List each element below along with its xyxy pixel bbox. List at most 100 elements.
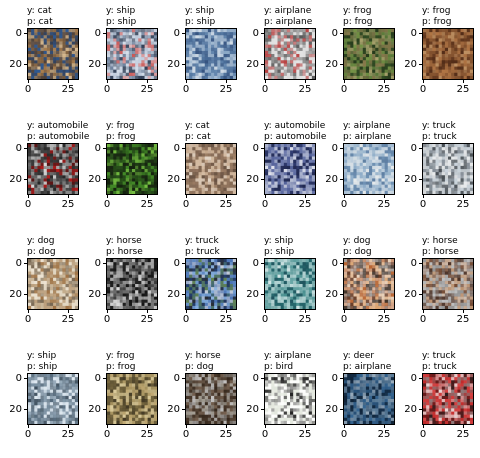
- x-tick-label: 25: [61, 314, 75, 325]
- x-tick-label: 25: [219, 314, 233, 325]
- cifar-image: [107, 259, 157, 309]
- x-tick-mark: [305, 195, 306, 198]
- x-tick-mark: [384, 80, 385, 83]
- y-tick-mark: [261, 179, 264, 180]
- y-tick-mark: [419, 148, 422, 149]
- x-tick-label: 25: [298, 199, 312, 210]
- x-tick-label: 0: [103, 199, 111, 210]
- image-axes: [343, 143, 395, 195]
- panel-title: y: cat p: cat: [27, 6, 53, 28]
- x-tick-mark: [265, 425, 266, 428]
- y-tick-label: 0: [252, 373, 259, 384]
- x-tick-label: 25: [377, 199, 391, 210]
- x-tick-mark: [28, 80, 29, 83]
- y-tick-label: 0: [15, 143, 22, 154]
- subplot-panel: y: dog p: dog 0 20 0 25: [316, 230, 395, 342]
- subplot-panel: y: cat p: cat 0 20 0 25: [158, 115, 237, 227]
- x-tick-mark: [265, 80, 266, 83]
- y-tick-label: 20: [88, 59, 101, 70]
- cifar-image: [423, 259, 473, 309]
- y-tick-label: 20: [325, 59, 338, 70]
- panel-title: y: frog p: frog: [343, 6, 373, 28]
- x-tick-mark: [463, 80, 464, 83]
- x-tick-mark: [147, 310, 148, 313]
- x-tick-label: 0: [182, 199, 190, 210]
- x-tick-mark: [28, 425, 29, 428]
- x-tick-mark: [68, 425, 69, 428]
- panel-title: y: frog p: frog: [106, 121, 136, 143]
- y-tick-label: 0: [410, 143, 417, 154]
- x-tick-label: 0: [103, 429, 111, 440]
- x-tick-mark: [147, 195, 148, 198]
- pred-label: p: horse: [422, 247, 459, 257]
- y-tick-label: 0: [331, 373, 338, 384]
- cifar-image: [265, 144, 315, 194]
- x-tick-mark: [226, 195, 227, 198]
- x-tick-mark: [384, 310, 385, 313]
- x-tick-mark: [107, 80, 108, 83]
- image-axes: [343, 373, 395, 425]
- y-tick-mark: [340, 33, 343, 34]
- y-tick-label: 20: [404, 59, 417, 70]
- cifar-image: [344, 29, 394, 79]
- y-tick-label: 20: [404, 289, 417, 300]
- x-tick-label: 25: [219, 199, 233, 210]
- pred-label: p: ship: [106, 17, 137, 27]
- true-label: y: horse: [185, 351, 221, 361]
- y-tick-mark: [182, 294, 185, 295]
- y-tick-mark: [24, 378, 27, 379]
- x-tick-label: 25: [456, 429, 470, 440]
- x-tick-mark: [305, 80, 306, 83]
- cifar-image: [28, 259, 78, 309]
- x-tick-mark: [344, 80, 345, 83]
- x-tick-label: 0: [340, 199, 348, 210]
- pred-label: p: dog: [185, 362, 214, 372]
- image-axes: [343, 28, 395, 80]
- y-tick-mark: [419, 64, 422, 65]
- true-label: y: truck: [422, 351, 456, 361]
- x-tick-label: 25: [298, 429, 312, 440]
- y-tick-label: 20: [325, 289, 338, 300]
- x-tick-mark: [344, 425, 345, 428]
- image-axes: [106, 373, 158, 425]
- y-tick-mark: [103, 179, 106, 180]
- pred-label: p: frog: [106, 132, 136, 142]
- pred-label: p: frog: [422, 17, 452, 27]
- x-tick-label: 25: [61, 84, 75, 95]
- x-tick-label: 25: [140, 429, 154, 440]
- y-tick-label: 20: [167, 404, 180, 415]
- y-tick-mark: [261, 148, 264, 149]
- panel-title: y: automobile p: automobile: [27, 121, 89, 143]
- cifar-image: [344, 374, 394, 424]
- subplot-panel: y: truck p: truck 0 20 0 25: [395, 115, 474, 227]
- image-axes: [264, 28, 316, 80]
- x-tick-label: 0: [419, 314, 427, 325]
- x-tick-mark: [107, 310, 108, 313]
- true-label: y: frog: [106, 121, 135, 131]
- y-tick-mark: [182, 409, 185, 410]
- y-tick-label: 0: [94, 373, 101, 384]
- y-tick-label: 20: [9, 404, 22, 415]
- y-tick-mark: [103, 409, 106, 410]
- x-tick-label: 0: [261, 84, 269, 95]
- x-tick-mark: [384, 425, 385, 428]
- x-tick-mark: [147, 80, 148, 83]
- y-tick-label: 20: [9, 59, 22, 70]
- x-tick-mark: [226, 310, 227, 313]
- y-tick-label: 20: [9, 174, 22, 185]
- cifar-image: [186, 374, 236, 424]
- x-tick-mark: [226, 80, 227, 83]
- subplot-panel: y: frog p: frog 0 20 0 25: [79, 115, 158, 227]
- true-label: y: automobile: [264, 121, 326, 131]
- pred-label: p: dog: [27, 247, 56, 257]
- x-tick-label: 0: [24, 429, 32, 440]
- x-tick-label: 25: [140, 199, 154, 210]
- pred-label: p: automobile: [264, 132, 327, 142]
- y-tick-label: 20: [167, 289, 180, 300]
- cifar-image: [28, 29, 78, 79]
- pred-label: p: bird: [264, 362, 294, 372]
- image-axes: [106, 28, 158, 80]
- panel-title: y: ship p: ship: [27, 351, 57, 373]
- subplot-panel: y: frog p: frog 0 20 0 25: [79, 345, 158, 457]
- y-tick-mark: [24, 64, 27, 65]
